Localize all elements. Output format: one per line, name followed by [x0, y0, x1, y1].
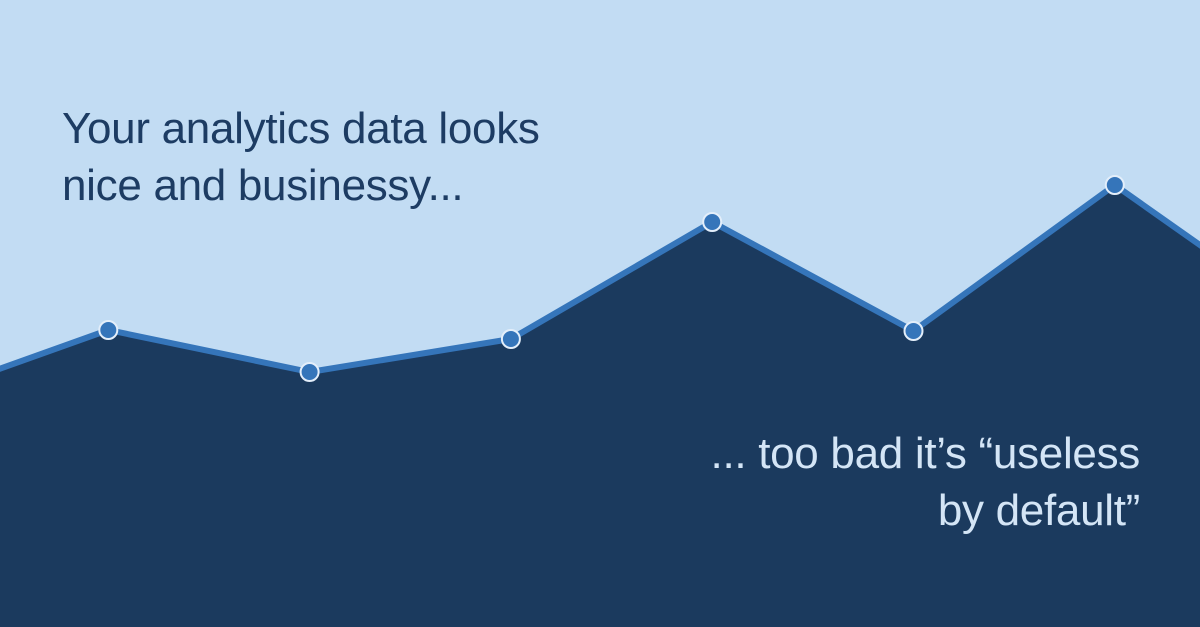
headline: Your analytics data looks nice and busin…: [62, 100, 622, 214]
data-point: [903, 321, 924, 341]
tagline: ... too bad it’s “useless by default”: [580, 425, 1141, 539]
headline-line-1: Your analytics data looks: [62, 104, 540, 153]
headline-line-2: nice and businessy...: [62, 161, 464, 210]
area-fill: [0, 185, 1200, 627]
series-line: [0, 182, 1200, 375]
data-point: [98, 320, 119, 340]
tagline-line-1: ... too bad it’s “useless: [710, 429, 1141, 478]
data-point: [299, 362, 320, 382]
data-point: [702, 212, 723, 232]
data-point: [500, 329, 521, 349]
data-points: [98, 175, 1125, 382]
data-point: [1104, 175, 1125, 195]
tagline-line-2: by default”: [937, 486, 1140, 535]
